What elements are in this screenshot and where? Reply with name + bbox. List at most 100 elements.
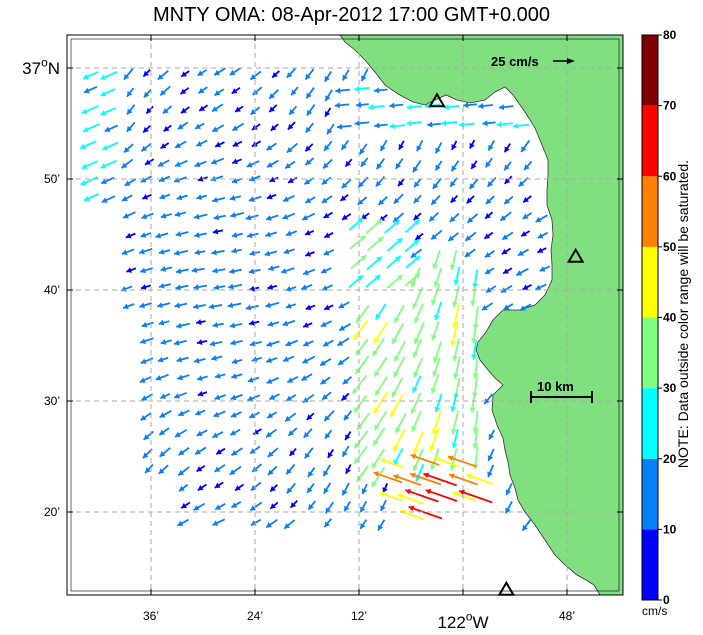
colorbar-segment xyxy=(642,458,658,530)
current-vector-arrow xyxy=(372,427,386,446)
current-vector-arrow xyxy=(191,267,205,274)
latitude-labels: 37oN 50’ 40’ 30’ 20’ xyxy=(22,55,60,519)
current-vector-arrow xyxy=(304,251,315,257)
colorbar-segment xyxy=(642,388,658,459)
current-vector-arrow xyxy=(302,355,316,364)
current-vector-arrow xyxy=(306,103,316,117)
current-vector-arrow xyxy=(484,267,495,275)
current-vector-arrow xyxy=(307,500,317,511)
current-vector-arrow xyxy=(410,453,440,466)
current-vector-arrow xyxy=(211,355,223,361)
current-vector-arrow xyxy=(228,283,243,290)
current-vector-arrow xyxy=(425,488,458,502)
current-vector-arrow xyxy=(412,286,424,310)
current-vector-arrow xyxy=(140,412,152,422)
current-vector-arrow xyxy=(413,303,424,324)
current-vector-arrow xyxy=(126,87,135,98)
current-vector-arrow xyxy=(284,412,297,423)
current-vector-arrow xyxy=(503,161,512,171)
current-vector-arrow xyxy=(452,491,477,502)
current-vector-arrow xyxy=(230,211,245,218)
current-vector-arrow xyxy=(198,86,208,94)
current-vector-arrow xyxy=(231,232,244,238)
current-vector-arrow xyxy=(285,230,298,237)
current-vector-arrow xyxy=(212,196,226,203)
current-vector-arrow xyxy=(176,356,189,363)
current-vector-arrow xyxy=(267,321,280,327)
current-vector-arrow xyxy=(179,87,190,95)
current-vector-arrow xyxy=(250,481,262,492)
current-vector-arrow xyxy=(324,107,332,118)
current-vector-arrow xyxy=(285,394,297,402)
reference-arrow-label: 25 cm/s xyxy=(491,54,539,69)
current-vector-arrow xyxy=(232,140,243,147)
graticule xyxy=(67,35,623,595)
current-vector-arrow xyxy=(245,214,259,221)
current-vector-arrow xyxy=(413,357,423,378)
current-vector-arrow xyxy=(344,431,352,441)
current-vector-arrow xyxy=(282,355,295,362)
current-vector-arrow xyxy=(251,140,262,148)
current-vector-arrow xyxy=(249,501,263,512)
current-vector-arrow xyxy=(210,157,225,165)
current-vector-arrow xyxy=(269,501,279,510)
lon-tick-label: 24’ xyxy=(247,609,263,623)
current-vector-arrow xyxy=(245,304,259,311)
current-vector-arrow xyxy=(502,267,513,275)
current-vector-arrow xyxy=(501,231,514,241)
current-vector-arrow xyxy=(386,237,403,252)
current-vector-arrow xyxy=(195,319,206,325)
current-vector-arrow xyxy=(398,140,405,151)
current-vector-arrow xyxy=(412,375,422,394)
current-vector-arrow xyxy=(267,284,278,290)
current-vector-arrow xyxy=(471,340,478,360)
colorbar-tick-label: 50 xyxy=(663,240,677,254)
current-vector-arrow xyxy=(266,340,280,347)
current-vector-arrow xyxy=(282,212,296,220)
current-vector-arrow xyxy=(472,428,479,449)
current-vector-arrow xyxy=(143,88,152,99)
current-vector-arrow xyxy=(175,284,189,291)
current-vector-arrow xyxy=(453,356,461,380)
current-vector-arrow xyxy=(249,340,262,347)
current-vector-arrow xyxy=(247,376,260,383)
current-vector-arrow xyxy=(140,175,153,183)
current-vector-arrow xyxy=(430,229,443,241)
current-vector-arrow xyxy=(173,339,187,346)
current-vector-arrow xyxy=(157,356,169,363)
current-vector-arrow xyxy=(430,320,440,341)
current-vector-arrow xyxy=(231,122,245,132)
current-vector-arrow xyxy=(483,393,494,405)
current-vector-arrow xyxy=(380,499,387,512)
current-vector-arrow xyxy=(158,464,169,475)
current-vector-arrow xyxy=(213,67,227,76)
current-vector-arrow xyxy=(101,195,116,203)
colorbar-tick-label: 70 xyxy=(663,99,677,113)
current-vector-arrow xyxy=(412,448,424,472)
current-vector-arrow xyxy=(306,412,315,421)
current-vector-arrow xyxy=(344,158,353,168)
current-vector-arrow xyxy=(139,337,154,344)
current-vector-arrow xyxy=(194,249,206,256)
current-vector-arrow xyxy=(385,255,402,269)
colorbar-tick-label: 30 xyxy=(663,381,677,395)
current-vector-arrow xyxy=(498,104,514,111)
current-vector-arrow xyxy=(268,104,278,113)
current-vector-arrow xyxy=(320,267,332,274)
current-vector-arrow xyxy=(265,428,278,438)
current-vector-arrow xyxy=(428,211,440,222)
current-vector-arrow xyxy=(251,123,261,131)
current-vector-arrow xyxy=(355,101,369,108)
colorbar-tick-label: 40 xyxy=(663,311,677,325)
current-vector-arrow xyxy=(83,193,99,202)
current-vector-arrow xyxy=(427,121,441,128)
current-vector-arrow xyxy=(500,285,513,294)
current-vector-arrow xyxy=(289,499,298,509)
current-vector-arrow xyxy=(125,232,136,239)
current-vector-arrow xyxy=(434,160,443,171)
current-vector-arrow xyxy=(305,304,316,311)
current-vector-arrow xyxy=(288,448,297,457)
current-vector-arrow xyxy=(142,68,151,78)
current-vector-arrow xyxy=(391,323,405,345)
colorbar xyxy=(641,34,659,601)
